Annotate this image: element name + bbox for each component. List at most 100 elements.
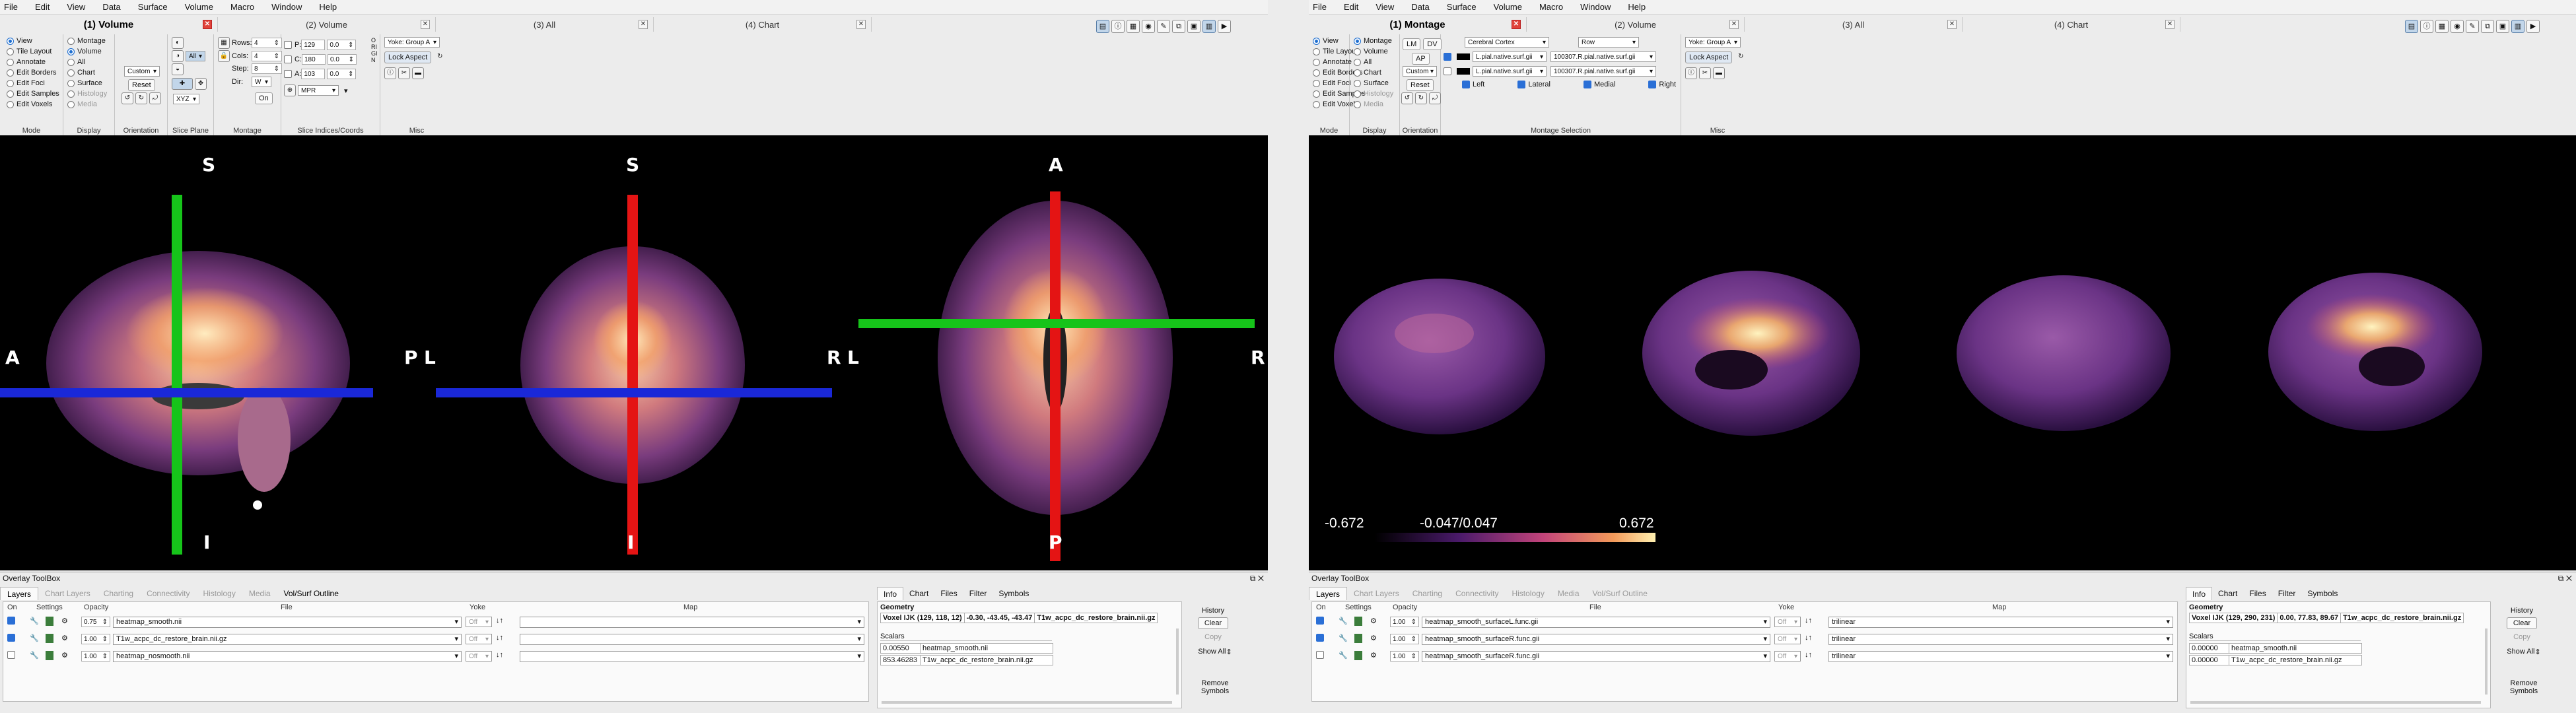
annotate-icon[interactable]: ✎ [2466,20,2479,33]
wrench-icon[interactable]: 🔧 [30,652,39,660]
move-arrows-icon[interactable]: ↓↑ [1805,617,1812,625]
crosshair-icon[interactable]: ✚ [172,78,193,90]
file-select[interactable]: heatmap_smooth_surfaceL.func.gii ▾ [1422,617,1770,628]
arrow-down-icon[interactable]: ▾ [344,86,348,95]
map-select[interactable]: trilinear ▾ [1828,651,2173,662]
tab-files[interactable]: Files [2249,589,2266,598]
orientation-reset-button[interactable]: Reset [1407,79,1434,91]
copy-button[interactable]: Copy [1204,633,1222,641]
overlay-toolbox-icon[interactable]: ▥ [1202,20,1216,33]
opacity-spinbox[interactable]: 1.00 ⇕ [81,651,110,662]
color-icon[interactable] [1354,617,1362,626]
axial-icon[interactable]: ◒ [172,63,184,75]
montage-on-button[interactable]: On [255,92,273,104]
display-surface[interactable]: Surface [1354,79,1389,87]
menu-help[interactable]: Help [319,2,337,12]
identify-icon[interactable]: ⊕ [284,85,296,96]
opacity-spinbox[interactable]: 1.00 ⇕ [81,634,110,644]
menu-volume[interactable]: Volume [1493,2,1522,12]
toolbar-toggle-icon[interactable]: ▤ [2405,20,2418,33]
close-icon[interactable]: ✕ [1729,20,1739,29]
tab-info[interactable]: Info [877,587,904,600]
opacity-spinbox[interactable]: 1.00 ⇕ [1390,634,1419,644]
map-select[interactable]: ▾ [520,651,864,662]
mode-annotate[interactable]: Annotate [1313,58,1352,66]
orientation-custom[interactable]: Custom ▾ [124,66,160,77]
lock-icon[interactable]: 🔒 [218,50,230,62]
display-media[interactable]: Media [1354,100,1383,108]
yoke-select[interactable]: Off ▾ [1774,651,1801,662]
annotate-icon[interactable]: ✎ [1157,20,1170,33]
mpr-select[interactable]: MPR ▾ [298,85,339,96]
map-select[interactable]: trilinear ▾ [1828,617,2173,628]
tab-layers[interactable]: Layers [0,587,39,600]
settings-icon[interactable]: ⚙ [1370,617,1377,625]
rotate-right-icon[interactable]: ↻ [135,92,147,104]
menu-data[interactable]: Data [1411,2,1430,12]
tab-histology[interactable]: Histology [203,589,236,598]
move-arrows-icon[interactable]: ↓↑ [496,651,503,659]
rows-spinbox[interactable]: 4 ⇕ [252,38,282,48]
tab-chart-layers[interactable]: Chart Layers [1354,589,1399,598]
file-select[interactable]: heatmap_smooth_surfaceR.func.gii ▾ [1422,634,1770,645]
coronal-icon[interactable]: ◑ [172,50,184,62]
mode-edit-foci[interactable]: Edit Foci [7,79,45,87]
capture-icon[interactable]: ⧉ [2481,20,2494,33]
surface-2-checkbox[interactable] [1444,67,1451,75]
remove-symbols-button[interactable]: Remove Symbols [1201,679,1230,695]
tab-symbols[interactable]: Symbols [2307,589,2338,598]
overlay-toolbox-icon[interactable]: ▥ [2511,20,2524,33]
cols-spinbox[interactable]: 4 ⇕ [252,51,282,61]
tab-vol-surf-outline[interactable]: Vol/Surf Outline [283,589,339,598]
mode-edit-voxels[interactable]: Edit Voxels [1313,100,1358,108]
dir-select[interactable]: W ▾ [252,77,271,87]
surface-1-right-select[interactable]: 100307.R.pial.native.surf.gii ▾ [1550,51,1656,62]
remove-symbols-button[interactable]: Remove Symbols [2509,679,2538,695]
right-checkbox[interactable] [1648,81,1657,88]
display-volume[interactable]: Volume [67,48,102,55]
tools-icon[interactable]: ✂ [1699,67,1711,79]
color-icon[interactable] [46,651,53,660]
close-icon[interactable]: ✕ [1257,574,1264,583]
file-select[interactable]: heatmap_smooth_surfaceR.func.gii ▾ [1422,651,1770,662]
surface-1-checkbox[interactable] [1444,53,1451,61]
identify-icon[interactable]: ◉ [2451,20,2464,33]
yoke-select[interactable]: Off ▾ [466,634,492,644]
menu-window[interactable]: Window [1580,2,1611,12]
move-icon[interactable]: ✥ [195,78,207,90]
mode-edit-samples[interactable]: Edit Samples [7,90,59,98]
info-icon[interactable]: ⓘ [1111,20,1125,33]
file-select[interactable]: heatmap_nosmooth.nii ▾ [113,651,462,662]
surface-2-right-select[interactable]: 100307.R.pial.native.surf.gii ▾ [1550,66,1656,77]
menu-window[interactable]: Window [271,2,302,12]
slice-plane-xyz[interactable]: XYZ ▾ [173,94,199,104]
layers-icon[interactable]: ▦ [1127,20,1140,33]
rotate-flip-icon[interactable]: ⤾ [149,92,161,104]
menu-surface[interactable]: Surface [1446,2,1477,12]
parasagittal-icon[interactable]: ◐ [172,37,184,49]
color-icon[interactable] [46,617,53,626]
capture-icon[interactable]: ⧉ [1172,20,1185,33]
opacity-spinbox[interactable]: 0.75 ⇕ [81,617,110,627]
opacity-spinbox[interactable]: 1.00 ⇕ [1390,651,1419,662]
palette-icon[interactable]: ▬ [412,67,424,79]
yoke-select[interactable]: Yoke: Group A ▾ [384,37,440,48]
movie-icon[interactable]: ▶ [2526,20,2540,33]
c-checkbox[interactable] [284,55,292,63]
mode-tile-layout[interactable]: Tile Layout [7,48,52,55]
tab-info[interactable]: Info [2186,587,2213,600]
tile-icon[interactable]: ▣ [1187,20,1201,33]
menu-view[interactable]: View [1375,2,1395,12]
close-icon[interactable]: ✕ [2565,574,2572,583]
map-select[interactable]: trilinear ▾ [1828,634,2173,645]
mode-edit-voxels[interactable]: Edit Voxels [7,100,52,108]
display-chart[interactable]: Chart [1354,69,1381,77]
close-icon[interactable]: ✕ [1512,20,1521,29]
color-icon[interactable] [1354,634,1362,643]
display-media[interactable]: Media [67,100,97,108]
close-icon[interactable]: ✕ [1947,20,1957,29]
map-select[interactable]: ▾ [520,617,864,628]
close-icon[interactable]: ✕ [856,20,866,29]
left-checkbox[interactable] [1462,81,1470,88]
display-montage[interactable]: Montage [67,37,106,45]
